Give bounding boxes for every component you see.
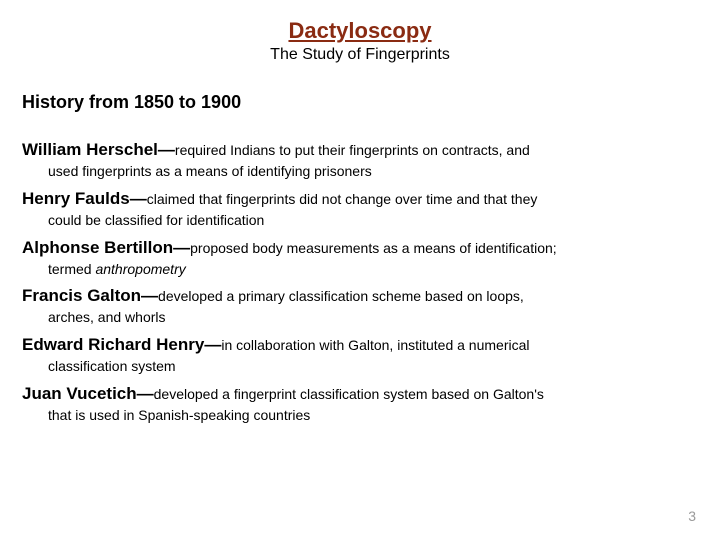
entry-desc: required Indians to put their fingerprin… bbox=[175, 142, 530, 158]
history-entry: Henry Faulds—claimed that fingerprints d… bbox=[22, 188, 698, 230]
entry-desc: claimed that fingerprints did not change… bbox=[147, 191, 538, 207]
history-entry: Francis Galton—developed a primary class… bbox=[22, 285, 698, 327]
dash: — bbox=[141, 286, 158, 305]
entry-desc: in collaboration with Galton, instituted… bbox=[221, 337, 529, 353]
slide-title: Dactyloscopy bbox=[22, 18, 698, 44]
person-name: William Herschel bbox=[22, 140, 158, 159]
history-entry: Juan Vucetich—developed a fingerprint cl… bbox=[22, 383, 698, 425]
entry-desc: developed a primary classification schem… bbox=[158, 288, 524, 304]
history-entry: Edward Richard Henry—in collaboration wi… bbox=[22, 334, 698, 376]
person-name: Juan Vucetich bbox=[22, 384, 137, 403]
history-entry: William Herschel—required Indians to put… bbox=[22, 139, 698, 181]
entry-desc: developed a fingerprint classification s… bbox=[154, 386, 544, 402]
entry-desc-cont: termed anthropometry bbox=[22, 260, 698, 279]
page-number: 3 bbox=[688, 508, 696, 524]
person-name: Alphonse Bertillon bbox=[22, 238, 173, 257]
dash: — bbox=[130, 189, 147, 208]
entry-desc-cont: could be classified for identification bbox=[22, 211, 698, 230]
entry-desc-cont: classification system bbox=[22, 357, 698, 376]
dash: — bbox=[173, 238, 190, 257]
person-name: Henry Faulds bbox=[22, 189, 130, 208]
slide-subtitle: The Study of Fingerprints bbox=[22, 46, 698, 64]
dash: — bbox=[137, 384, 154, 403]
person-name: Edward Richard Henry bbox=[22, 335, 204, 354]
section-heading: History from 1850 to 1900 bbox=[22, 92, 698, 113]
entry-desc-cont: that is used in Spanish-speaking countri… bbox=[22, 406, 698, 425]
italic-term: anthropometry bbox=[95, 261, 185, 277]
dash: — bbox=[204, 335, 221, 354]
dash: — bbox=[158, 140, 175, 159]
person-name: Francis Galton bbox=[22, 286, 141, 305]
entry-desc-cont: used fingerprints as a means of identify… bbox=[22, 162, 698, 181]
entry-desc: proposed body measurements as a means of… bbox=[190, 240, 557, 256]
history-entry: Alphonse Bertillon—proposed body measure… bbox=[22, 237, 698, 279]
entry-desc-cont: arches, and whorls bbox=[22, 308, 698, 327]
